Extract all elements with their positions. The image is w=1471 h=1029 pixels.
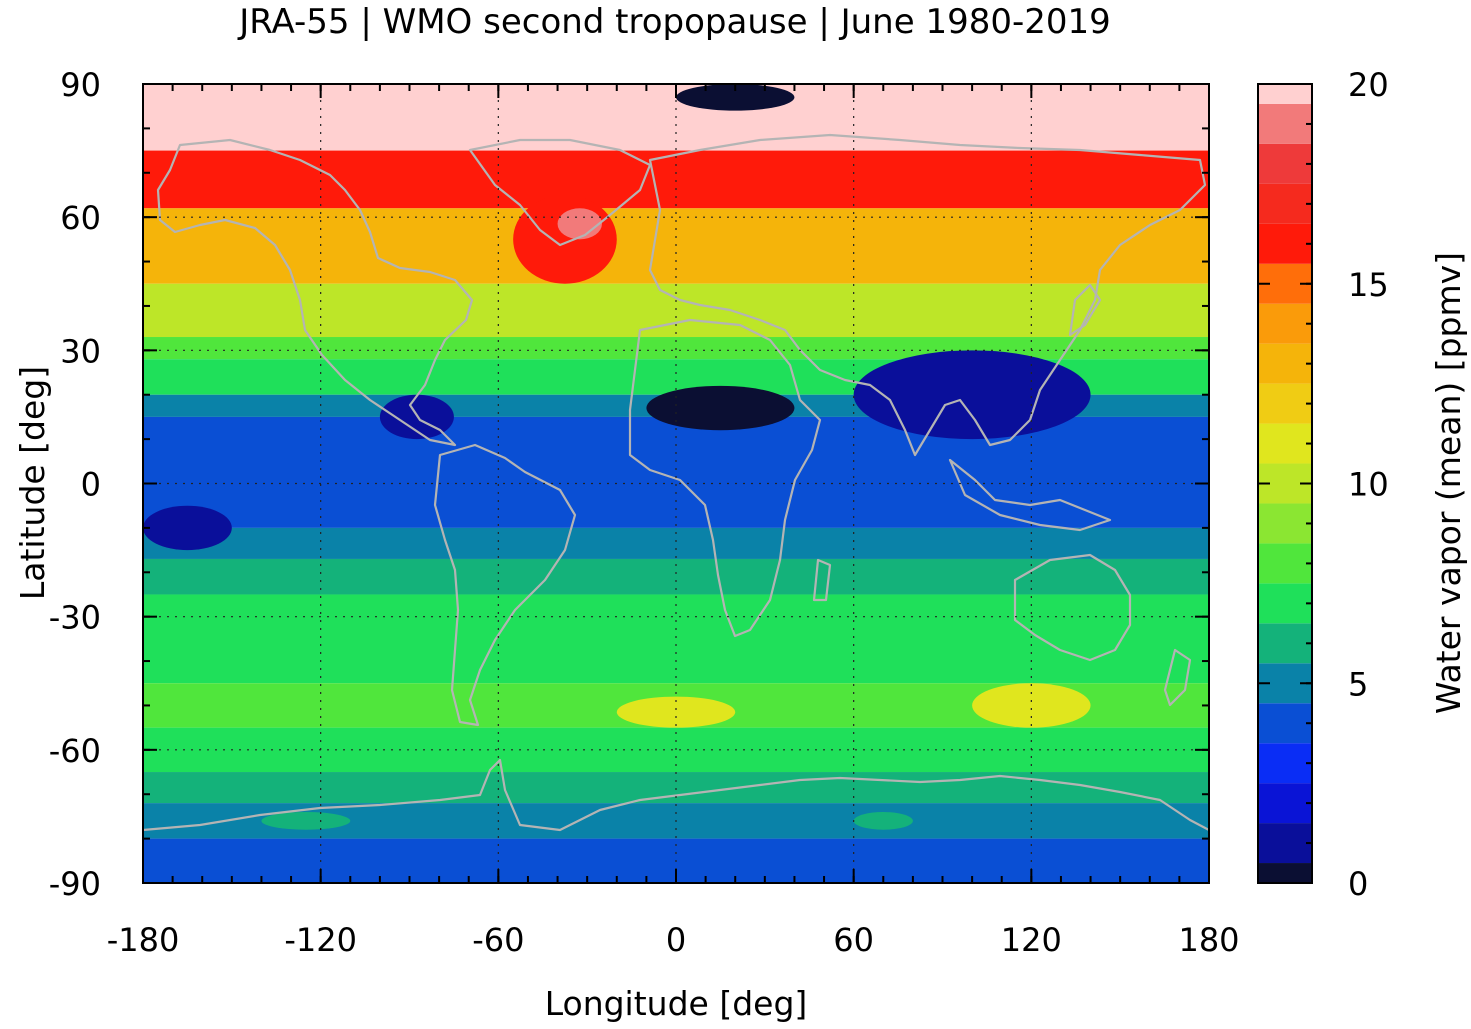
colorbar-swatch — [1258, 423, 1312, 464]
heat-feature-8 — [853, 811, 913, 830]
colorbar-swatch — [1258, 703, 1312, 744]
y-tick-label: -60 — [49, 732, 101, 770]
colorbar-tick-labels: 0 5 10 15 20 — [1348, 66, 1389, 903]
coastline-southeast-asia — [948, 458, 1112, 532]
x-tick-label: 120 — [1001, 921, 1062, 959]
grid-lines — [143, 84, 1209, 883]
heat-band-7 — [143, 416, 1209, 528]
heatmap-bands — [143, 84, 1209, 883]
coastline-north-america — [156, 138, 474, 447]
coastline-south-america — [433, 443, 577, 727]
coastline-japan — [1068, 283, 1102, 337]
heat-feature-2 — [646, 385, 795, 431]
colorbar-swatch — [1258, 583, 1312, 624]
colorbar-swatch — [1258, 743, 1312, 784]
y-tick-label: 90 — [60, 66, 101, 104]
coastline-new-zealand — [1163, 648, 1192, 707]
heat-feature-5 — [143, 505, 232, 551]
coastline-eurasia — [648, 133, 1207, 457]
y-tick-label: 60 — [60, 199, 101, 237]
y-tick-label: -90 — [49, 865, 101, 903]
heat-feature-9 — [261, 811, 351, 830]
colorbar-swatch — [1258, 503, 1312, 544]
colorbar-swatch — [1258, 343, 1312, 384]
colorbar-swatch — [1258, 863, 1312, 883]
coastline-overlay — [143, 133, 1209, 832]
coastline-madagascar — [812, 558, 832, 602]
heat-feature-0 — [513, 194, 617, 284]
colorbar-ticks — [1258, 83, 1312, 884]
y-tick-label: -30 — [49, 599, 101, 637]
heat-band-13 — [143, 772, 1209, 804]
x-tick-label: -60 — [472, 921, 524, 959]
colorbar-swatch — [1258, 223, 1312, 264]
colorbar-swatch — [1258, 103, 1312, 144]
coastline-africa — [628, 318, 822, 638]
colorbar-label: Water vapor (mean) [ppmv] — [1429, 252, 1468, 714]
colorbar-swatch — [1258, 543, 1312, 584]
x-axis-label: Longitude [deg] — [545, 984, 808, 1023]
colorbar-swatch — [1258, 383, 1312, 424]
colorbar-swatch — [1258, 823, 1312, 864]
axis-ticks — [142, 83, 1210, 884]
colorbar-swatch — [1258, 143, 1312, 184]
x-tick-label: -120 — [284, 921, 357, 959]
x-tick-label: 60 — [833, 921, 874, 959]
y-axis-label: Latitude [deg] — [13, 366, 52, 600]
colorbar-swatch — [1258, 84, 1312, 104]
x-tick-label: 0 — [666, 921, 686, 959]
heat-feature-6 — [616, 696, 736, 728]
colorbar-swatch — [1258, 783, 1312, 824]
x-tick-label: -180 — [107, 921, 180, 959]
colorbar-swatch — [1258, 623, 1312, 664]
coastline-greenland — [468, 138, 652, 247]
colorbar-tick-label: 20 — [1348, 66, 1389, 104]
colorbar-tick-label: 10 — [1348, 466, 1389, 504]
x-tick-labels: -180 -120 -60 0 60 120 180 — [107, 921, 1240, 959]
y-tick-label: 30 — [60, 332, 101, 370]
colorbar-tick-label: 15 — [1348, 266, 1389, 304]
heat-band-3 — [143, 283, 1209, 338]
x-tick-label: 180 — [1178, 921, 1239, 959]
coastline-australia — [1013, 553, 1132, 662]
chart-title: JRA-55 | WMO second tropopause | June 19… — [239, 2, 1111, 42]
colorbar-tick-label: 0 — [1348, 865, 1368, 903]
heat-feature-3 — [853, 350, 1091, 440]
heat-band-1 — [143, 150, 1209, 209]
heat-feature-7 — [972, 683, 1091, 728]
colorbar-swatch — [1258, 303, 1312, 344]
colorbar-tick-label: 5 — [1348, 665, 1368, 703]
y-tick-label: 0 — [81, 466, 101, 504]
heat-band-2 — [143, 208, 1209, 284]
coastline-antarctica — [143, 758, 1209, 832]
y-tick-labels: 90 60 30 0 -30 -60 -90 — [49, 66, 101, 903]
colorbar-swatch — [1258, 183, 1312, 224]
heat-feature-1 — [557, 208, 602, 240]
